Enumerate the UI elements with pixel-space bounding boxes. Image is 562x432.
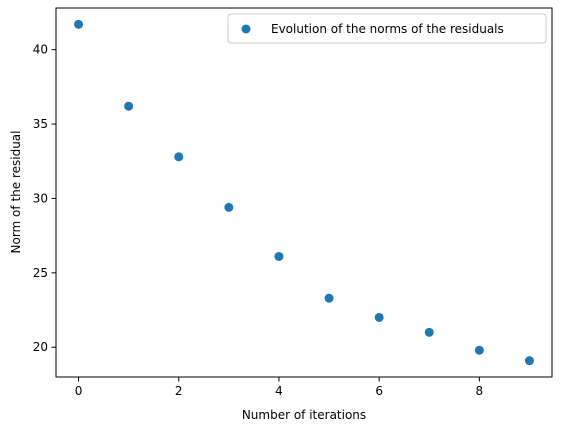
y-tick-label: 25 <box>33 266 48 280</box>
x-tick-label: 6 <box>375 384 383 398</box>
y-tick-label: 40 <box>33 43 48 57</box>
x-tick-label: 8 <box>476 384 484 398</box>
legend-entry: Evolution of the norms of the residuals <box>271 22 504 36</box>
data-point <box>524 356 534 366</box>
series-points <box>74 19 534 366</box>
legend-box <box>227 13 547 44</box>
data-point <box>224 202 234 212</box>
y-tick-label: 20 <box>33 340 48 354</box>
x-tick-label: 4 <box>275 384 283 398</box>
legend: Evolution of the norms of the residuals <box>227 13 547 44</box>
data-point <box>374 312 384 322</box>
data-point <box>274 251 284 261</box>
data-point <box>474 345 484 355</box>
data-point <box>324 293 334 303</box>
plot-frame <box>55 7 553 378</box>
x-axis: 0 2 4 6 8 <box>75 377 483 398</box>
data-point <box>74 19 84 29</box>
y-axis: 20 25 30 35 40 <box>33 43 56 354</box>
data-point <box>424 327 434 337</box>
x-axis-label: Number of iterations <box>242 408 366 422</box>
plot-area: 0 2 4 6 8 20 25 30 35 40 <box>33 7 553 398</box>
y-axis-label: Norm of the residual <box>9 131 23 254</box>
y-tick-label: 35 <box>33 117 48 131</box>
data-point <box>174 152 184 162</box>
y-tick-label: 30 <box>33 191 48 205</box>
x-tick-label: 0 <box>75 384 83 398</box>
x-tick-label: 2 <box>175 384 183 398</box>
legend-marker <box>241 24 251 34</box>
data-point <box>124 101 134 111</box>
